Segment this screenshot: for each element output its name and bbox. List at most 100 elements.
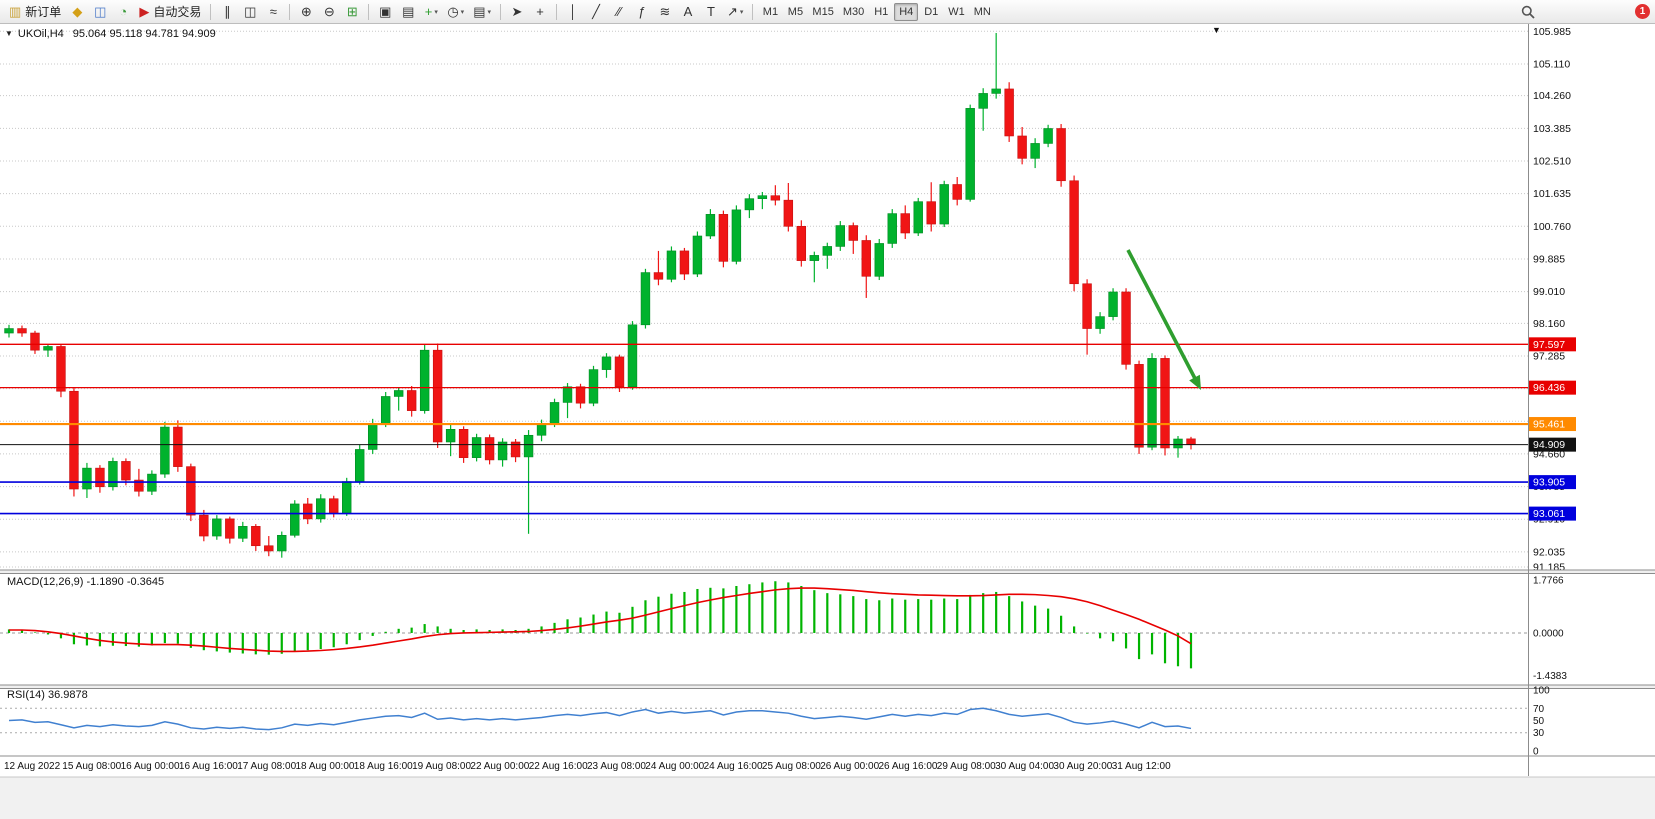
trendline-button[interactable]: ╱: [585, 2, 607, 22]
chart-bars-button[interactable]: ∥: [216, 2, 238, 22]
macd-indicator-label: MACD(12,26,9) -1.1890 -0.3645: [7, 576, 165, 588]
toolbar: ▥ 新订单 ◆ ◫ ◔ ▶ 自动交易 ∥ ◫ ≈ ⊕ ⊖ ⊞ ▣ ▤ + ▾ ◷ ▾ ▤ ▾ ➤ + │ ╱ ⁄⁄ ƒ ≋ A T ↗ ▾ M1…: [0, 0, 1655, 24]
candles-layer: [4, 32, 1196, 558]
text-button[interactable]: A: [677, 2, 699, 22]
timeframe-m1-button[interactable]: M1: [758, 3, 782, 21]
svg-text:23 Aug 08:00: 23 Aug 08:00: [587, 761, 646, 772]
shapes-button[interactable]: ≋: [654, 2, 676, 22]
tile-windows-icon: ⊞: [346, 4, 358, 19]
cascade-windows-button[interactable]: ▣: [374, 2, 396, 22]
svg-text:103.385: 103.385: [1533, 123, 1571, 135]
one-click-trading-icon[interactable]: ▼: [5, 29, 13, 38]
crosshair-button[interactable]: +: [529, 2, 551, 22]
svg-text:99.010: 99.010: [1533, 286, 1565, 298]
svg-text:29 Aug 08:00: 29 Aug 08:00: [937, 761, 996, 772]
svg-text:16 Aug 16:00: 16 Aug 16:00: [179, 761, 238, 772]
timeframe-mn-button[interactable]: MN: [970, 3, 995, 21]
text-label-button[interactable]: T: [700, 2, 722, 22]
trend-arrow[interactable]: [1126, 249, 1201, 390]
tile-windows-button[interactable]: ⊞: [341, 2, 363, 22]
svg-text:1.7766: 1.7766: [1533, 576, 1564, 587]
svg-text:97.285: 97.285: [1533, 350, 1565, 362]
data-window-icon: ◔: [119, 4, 128, 19]
tile-horizontal-button[interactable]: ▤: [397, 2, 419, 22]
market-watch-button[interactable]: ◫: [89, 2, 111, 22]
svg-text:100: 100: [1533, 686, 1550, 697]
timeframe-m15-button[interactable]: M15: [808, 3, 837, 21]
svg-text:105.110: 105.110: [1533, 58, 1570, 70]
periods-icon: ◷: [447, 4, 459, 19]
rsi-indicator-label: RSI(14) 36.9878: [7, 689, 88, 701]
vertical-line-icon: │: [568, 4, 578, 19]
toolbar-separator: [289, 3, 291, 20]
svg-text:0.0000: 0.0000: [1533, 628, 1564, 639]
text-label-icon: T: [707, 4, 715, 19]
svg-text:-1.4383: -1.4383: [1533, 671, 1567, 682]
svg-text:31 Aug 12:00: 31 Aug 12:00: [1112, 761, 1171, 772]
autotrading-icon: ▶: [139, 4, 150, 19]
svg-text:26 Aug 00:00: 26 Aug 00:00: [820, 761, 879, 772]
periods-button[interactable]: ◷ ▾: [443, 2, 468, 22]
timeframe-h4-button[interactable]: H4: [894, 2, 919, 21]
arrows-button[interactable]: ↗ ▾: [723, 2, 747, 22]
fibonacci-button[interactable]: ƒ: [631, 2, 653, 22]
charts-profile-button[interactable]: ◆: [66, 2, 88, 22]
svg-text:70: 70: [1533, 704, 1545, 715]
svg-text:95.461: 95.461: [1533, 419, 1565, 431]
svg-text:97.597: 97.597: [1533, 339, 1565, 351]
cursor-icon: ➤: [511, 4, 523, 19]
templates-button[interactable]: ▤ ▾: [469, 2, 495, 22]
market-watch-icon: ◫: [94, 4, 107, 19]
level-lines[interactable]: 97.597 96.436 95.461 93.905 93.061: [0, 337, 1576, 521]
svg-text:102.510: 102.510: [1533, 155, 1571, 167]
svg-text:93.061: 93.061: [1533, 508, 1565, 520]
timeframe-w1-button[interactable]: W1: [944, 3, 969, 21]
fibonacci-icon: ƒ: [638, 4, 646, 19]
notification-badge[interactable]: 1: [1635, 4, 1650, 19]
time-axis[interactable]: 12 Aug 2022 15 Aug 08:00 16 Aug 00:00 16 Au…: [4, 761, 1171, 772]
chart-shift-marker-icon[interactable]: ▼: [1212, 25, 1221, 35]
chart-line-button[interactable]: ≈: [262, 2, 284, 22]
svg-text:30: 30: [1533, 728, 1545, 739]
new-order-button-label: 新订单: [25, 5, 62, 19]
tile-horizontal-icon: ▤: [402, 4, 415, 19]
timeframe-d1-button[interactable]: D1: [919, 3, 943, 21]
toolbar-separator: [556, 3, 557, 20]
svg-text:18 Aug 00:00: 18 Aug 00:00: [296, 761, 355, 772]
chart-canvas[interactable]: 105.985 105.110 104.260 103.385 102.510 101.6…: [0, 24, 1655, 819]
svg-text:101.635: 101.635: [1533, 188, 1571, 200]
svg-text:0: 0: [1533, 747, 1539, 758]
chevron-down-icon: ▾: [434, 8, 438, 16]
toolbar-separator: [210, 3, 212, 20]
cursor-button[interactable]: ➤: [506, 2, 528, 22]
channel-button[interactable]: ⁄⁄: [608, 2, 630, 22]
indicators-button[interactable]: + ▾: [420, 2, 442, 22]
svg-text:96.436: 96.436: [1533, 382, 1565, 394]
zoom-in-button[interactable]: ⊕: [295, 2, 317, 22]
search-icon[interactable]: [1517, 2, 1539, 22]
svg-text:93.905: 93.905: [1533, 477, 1565, 489]
svg-text:25 Aug 08:00: 25 Aug 08:00: [762, 761, 821, 772]
zoom-out-icon: ⊖: [323, 4, 335, 19]
templates-icon: ▤: [473, 4, 486, 19]
chart-line-icon: ≈: [269, 4, 277, 19]
data-window-button[interactable]: ◔: [112, 2, 134, 22]
toolbar-separator: [368, 3, 370, 20]
chart-candles-button[interactable]: ◫: [239, 2, 261, 22]
svg-text:26 Aug 16:00: 26 Aug 16:00: [879, 761, 938, 772]
svg-text:15 Aug 08:00: 15 Aug 08:00: [62, 761, 121, 772]
zoom-out-button[interactable]: ⊖: [318, 2, 340, 22]
timeframe-h1-button[interactable]: H1: [869, 3, 893, 21]
chart-ohlc-values: 95.064 95.118 94.781 94.909: [72, 28, 216, 40]
new-order-button[interactable]: ▥ 新订单: [5, 2, 65, 22]
svg-text:94.909: 94.909: [1533, 439, 1565, 451]
timeframe-m30-button[interactable]: M30: [839, 3, 868, 21]
autotrading-button[interactable]: ▶ 自动交易: [135, 2, 205, 22]
new-order-icon: ▥: [9, 4, 22, 19]
toolbar-separator: [500, 3, 501, 20]
timeframe-m5-button[interactable]: M5: [783, 3, 807, 21]
vertical-line-button[interactable]: │: [562, 2, 584, 22]
zoom-in-icon: ⊕: [300, 4, 312, 19]
svg-text:30 Aug 20:00: 30 Aug 20:00: [1053, 761, 1112, 772]
